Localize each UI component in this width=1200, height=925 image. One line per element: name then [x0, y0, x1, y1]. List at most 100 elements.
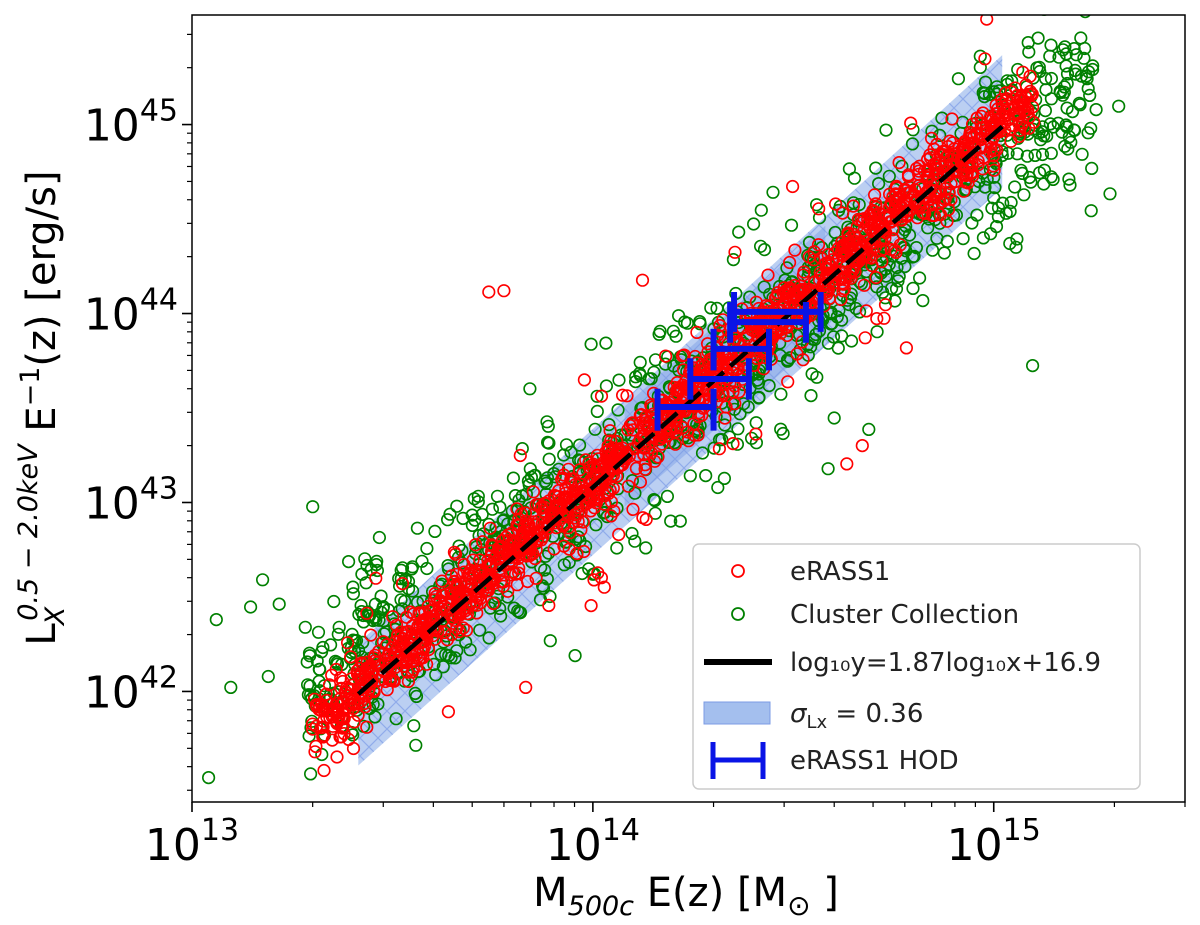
cluster-collection-point — [970, 208, 984, 222]
cluster-collection-point — [628, 534, 642, 548]
cluster-collection-point — [879, 123, 893, 137]
erass1-point — [863, 208, 877, 222]
cluster-collection-point — [523, 382, 537, 396]
cluster-collection-point — [1052, 50, 1066, 64]
erass1-point — [923, 151, 938, 165]
cluster-collection-point — [298, 620, 312, 634]
erass1-point — [901, 168, 916, 182]
erass1-point — [594, 571, 609, 585]
erass1-point — [389, 618, 404, 632]
cluster-collection-point — [699, 469, 713, 483]
cluster-collection-point — [862, 422, 876, 437]
cluster-collection-point — [485, 502, 500, 516]
cluster-collection-point — [358, 552, 372, 566]
hod-errorbar — [731, 291, 824, 332]
cluster-collection-point — [776, 426, 790, 441]
legend-errorbar-hod — [710, 742, 766, 779]
cluster-collection-point — [401, 574, 416, 589]
cluster-collection-point — [1043, 49, 1057, 63]
cluster-collection-point — [1020, 149, 1034, 163]
cluster-collection-point — [722, 430, 736, 444]
cluster-collection-point — [1044, 92, 1058, 106]
erass1-point — [376, 635, 391, 649]
y-tick-label: 1044 — [84, 283, 178, 341]
erass1-point — [783, 284, 797, 298]
cluster-collection-point — [560, 535, 574, 549]
y-tick-base: 10 — [84, 478, 140, 529]
erass1-point — [889, 179, 904, 193]
erass1-point — [482, 285, 496, 299]
cluster-collection-point — [749, 436, 764, 450]
erass1-point — [573, 463, 587, 477]
x-label-main: M — [533, 870, 568, 916]
legend-label-cluster-collection: Cluster Collection — [790, 600, 1019, 630]
cluster-collection-point — [315, 805, 327, 817]
erass1-point — [870, 312, 884, 326]
cluster-collection-point — [976, 231, 991, 245]
cluster-collection-point — [1112, 99, 1126, 113]
cluster-collection-point — [902, 228, 917, 242]
cluster-collection-point — [1073, 98, 1087, 112]
cluster-collection-point — [906, 281, 920, 296]
legend-label-band: σLx = 0.36 — [790, 699, 923, 733]
cluster-collection-point — [360, 558, 374, 573]
erass1-point — [416, 645, 430, 659]
erass1-point — [483, 521, 497, 535]
erass1-point — [449, 600, 463, 614]
cluster-collection-point — [369, 557, 383, 572]
cluster-collection-point — [937, 246, 951, 260]
erass1-point — [433, 593, 447, 608]
cluster-collection-point — [572, 438, 587, 452]
cluster-collection-point — [540, 471, 555, 485]
cluster-collection-point — [793, 343, 807, 357]
cluster-collection-point — [1074, 69, 1088, 83]
cluster-collection-point — [311, 625, 326, 639]
erass1-point — [633, 475, 648, 489]
erass1-point — [584, 598, 598, 613]
cluster-collection-point — [717, 471, 732, 486]
cluster-collection-point — [256, 573, 270, 587]
erass1-point — [732, 385, 746, 399]
erass1-point — [749, 427, 763, 441]
cluster-collection-point — [543, 589, 557, 604]
erass1-point — [842, 270, 856, 284]
erass1-point — [512, 512, 526, 526]
cluster-collection-point — [564, 445, 578, 459]
erass1-point — [526, 515, 541, 529]
cluster-collection-point — [741, 400, 755, 414]
cluster-collection-point — [202, 770, 216, 785]
erass1-point — [337, 726, 351, 741]
legend-label-hod: eRASS1 HOD — [790, 746, 959, 776]
erass1-point — [432, 601, 446, 616]
cluster-collection-point — [611, 403, 625, 417]
cluster-collection-point — [557, 448, 571, 462]
cluster-collection-point — [548, 470, 562, 484]
erass1-point — [309, 739, 323, 754]
cluster-collection-point — [303, 649, 317, 663]
cluster-collection-point — [521, 474, 536, 488]
erass1-point — [568, 477, 583, 492]
erass1-point — [1004, 134, 1018, 148]
erass1-point — [638, 458, 652, 472]
erass1-point — [603, 424, 617, 438]
erass1-point — [864, 236, 878, 250]
cluster-collection-point — [1009, 240, 1023, 254]
cluster-collection-point — [891, 274, 905, 288]
hod-errorbar — [654, 388, 717, 431]
cluster-collection-point — [726, 253, 741, 267]
erass1-point — [986, 149, 1001, 163]
erass1-point — [351, 696, 365, 710]
cluster-collection-point — [693, 419, 707, 433]
erass1-point — [398, 629, 412, 643]
cluster-collection-point — [209, 612, 223, 627]
cluster-collection-point — [324, 638, 338, 652]
cluster-collection-point — [306, 500, 320, 514]
cluster-collection-point — [328, 654, 343, 668]
cluster-collection-point — [1068, 67, 1083, 81]
erass1-point — [977, 150, 991, 164]
erass1-point — [851, 212, 866, 226]
hod-errorbars — [654, 291, 824, 431]
cluster-collection-point — [988, 181, 1002, 195]
erass1-point — [947, 142, 961, 156]
cluster-collection-point — [1010, 232, 1024, 246]
